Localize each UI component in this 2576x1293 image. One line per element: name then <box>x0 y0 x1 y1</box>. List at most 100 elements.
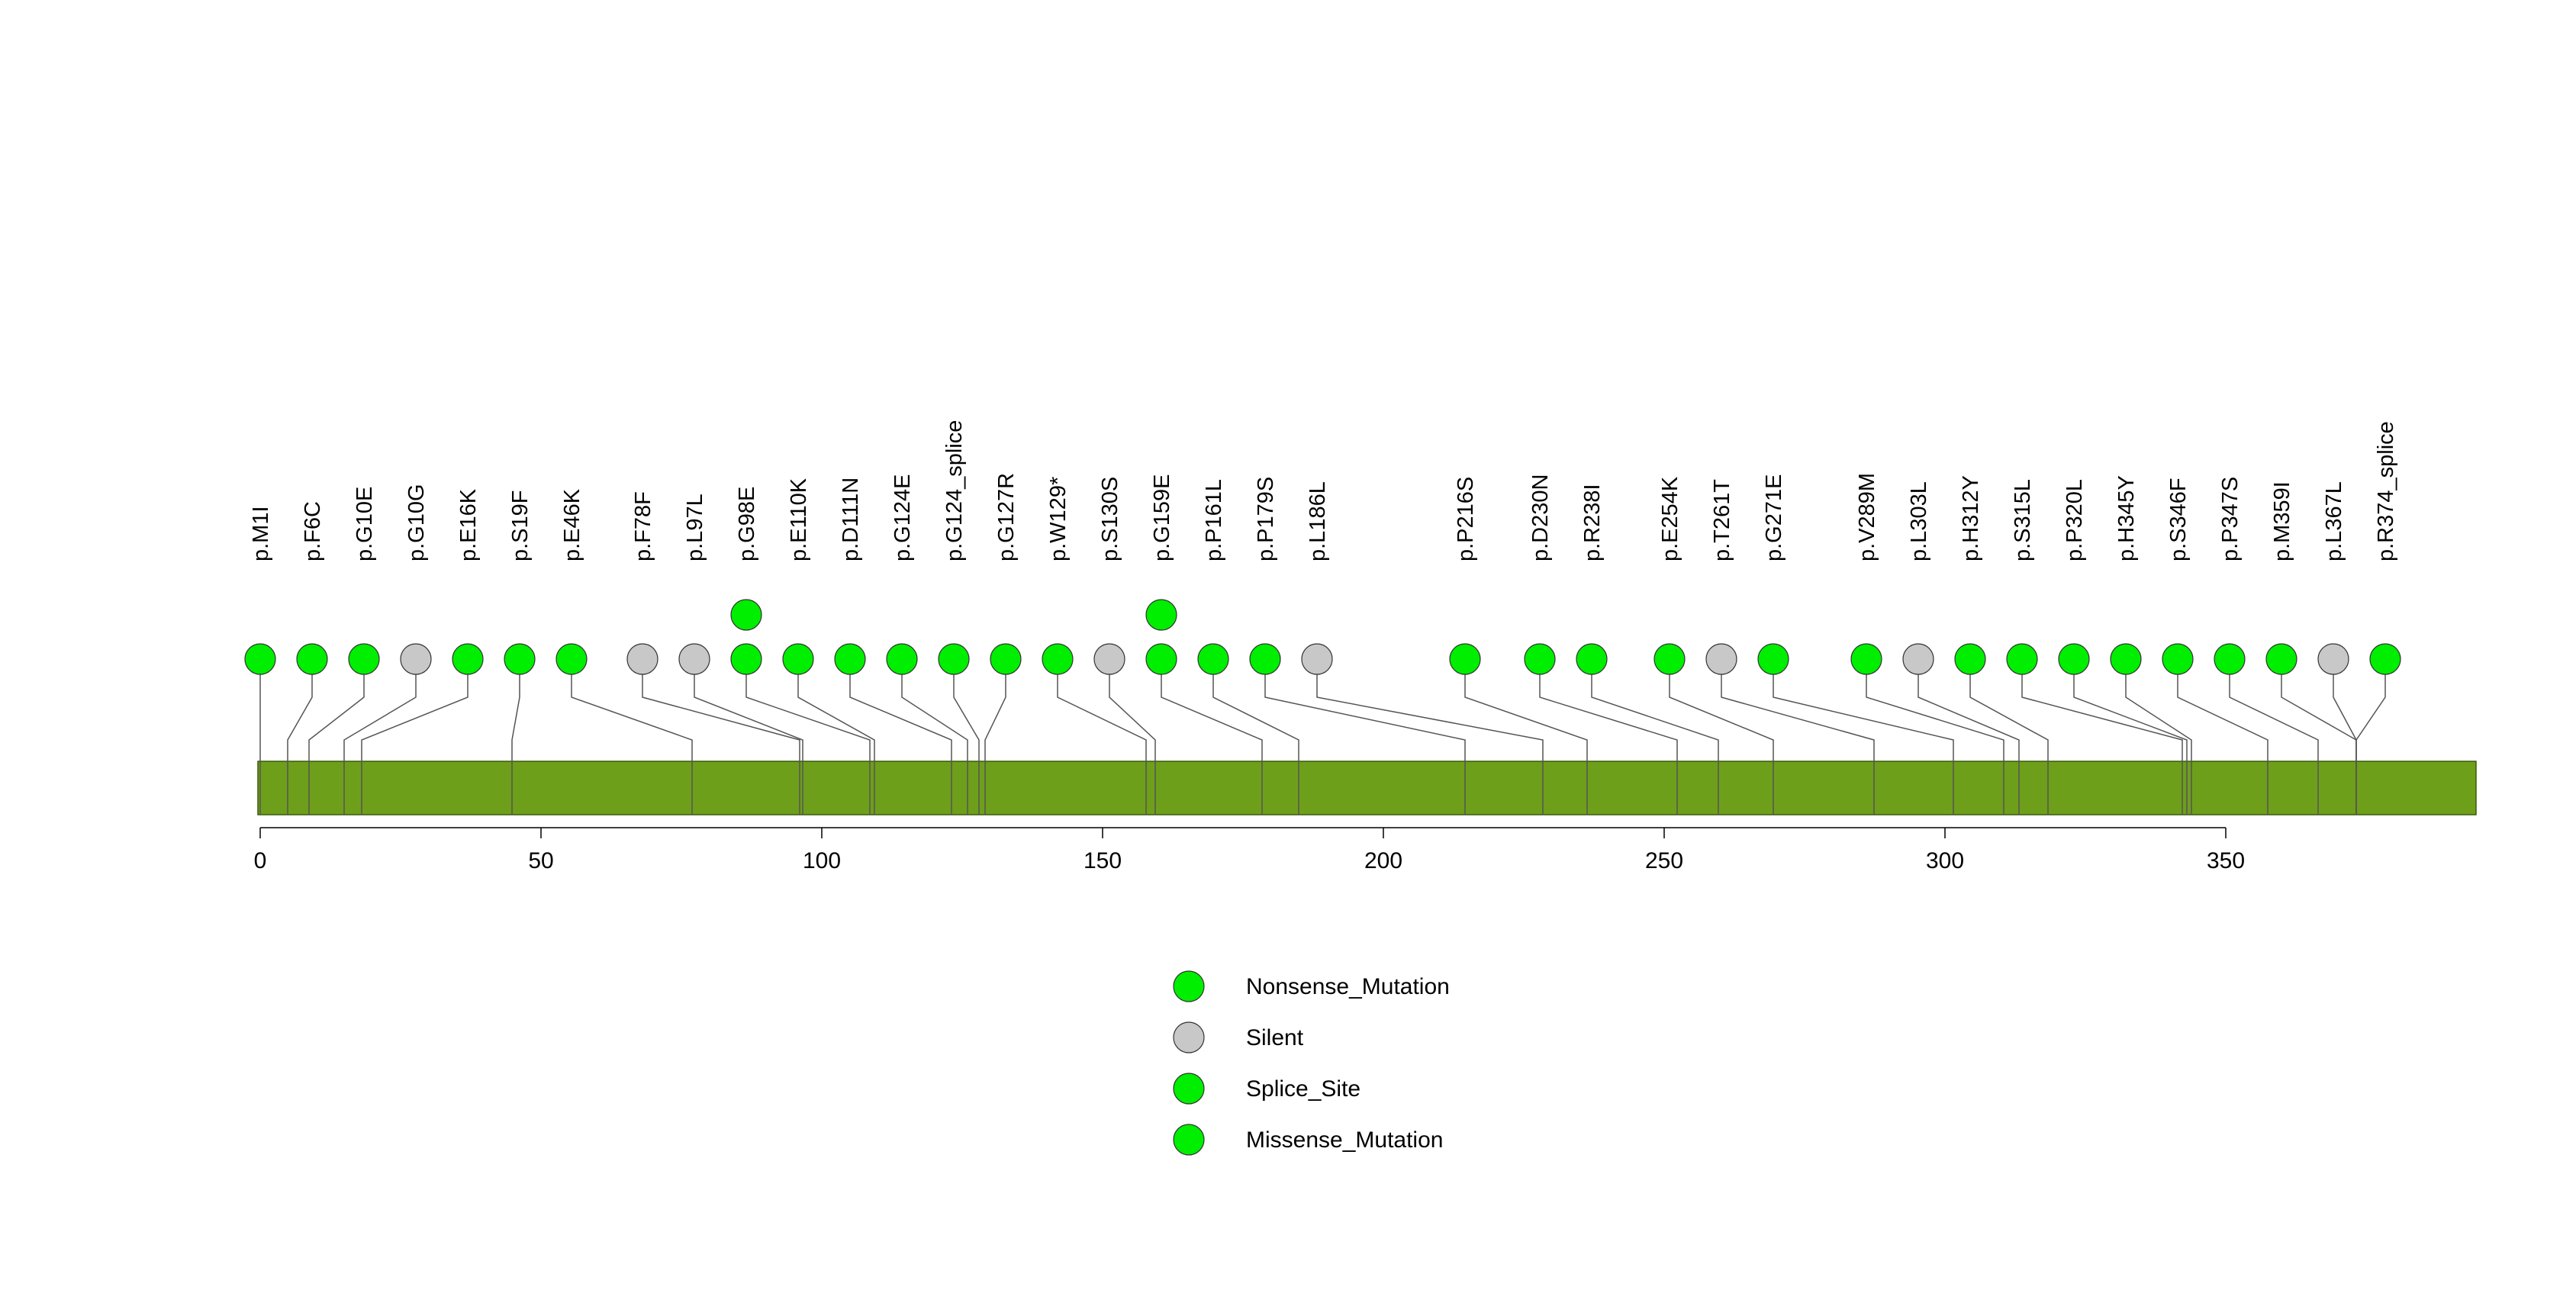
lollipop-p-D111N: p.D111N <box>834 478 952 815</box>
lollipop-stem <box>1464 659 1588 815</box>
x-tick-label: 150 <box>1084 848 1122 873</box>
mutation-circle[interactable] <box>1705 643 1737 675</box>
legend-item-missense-mutation: Missense_Mutation <box>1173 1124 1443 1156</box>
lollipop-p-P320L: p.P320L <box>2058 479 2188 815</box>
lollipop-p-E46K: p.E46K <box>555 488 693 815</box>
legend-swatch <box>1173 1073 1205 1105</box>
mutation-circle[interactable] <box>1197 643 1229 675</box>
lollipop-stem <box>953 659 980 815</box>
mutation-circle[interactable] <box>1249 643 1281 675</box>
lollipop-p-L186L: p.L186L <box>1301 481 1544 815</box>
lollipop-stem <box>571 659 693 815</box>
mutation-circle[interactable] <box>1145 643 1177 675</box>
lollipop-p-L97L: p.L97L <box>678 494 803 815</box>
mutation-circle[interactable] <box>2110 643 2142 675</box>
mutation-circle[interactable] <box>348 643 380 675</box>
mutation-circle[interactable] <box>730 643 762 675</box>
mutation-circle[interactable] <box>1576 643 1608 675</box>
mutation-circle[interactable] <box>2317 643 2349 675</box>
lollipop-p-H345Y: p.H345Y <box>2110 475 2192 815</box>
mutation-circle[interactable] <box>400 643 432 675</box>
mutation-label: p.G124E <box>890 474 915 561</box>
lollipop-stem <box>308 659 365 815</box>
x-tick-label: 200 <box>1364 848 1402 873</box>
protein-domain-bar <box>257 761 2477 815</box>
mutation-circle[interactable] <box>1145 599 1177 631</box>
mutation-circle[interactable] <box>244 643 276 675</box>
legend-swatch <box>1173 1124 1205 1156</box>
mutation-circle[interactable] <box>1301 643 1333 675</box>
lollipop-p-M359I: p.M359I <box>2265 481 2357 815</box>
mutation-label: p.E110K <box>787 478 811 561</box>
mutation-label: p.G271E <box>1762 474 1786 561</box>
lollipop-stem <box>1057 659 1147 815</box>
lollipop-stem <box>361 659 469 815</box>
mutation-circle[interactable] <box>504 643 536 675</box>
lollipop-stem <box>2177 659 2268 815</box>
mutation-circle[interactable] <box>1850 643 1882 675</box>
mutation-circle[interactable] <box>1449 643 1481 675</box>
mutation-circle[interactable] <box>1757 643 1789 675</box>
mutation-circle[interactable] <box>1524 643 1556 675</box>
mutation-label: p.P179S <box>1254 477 1278 561</box>
mutation-label: p.P161L <box>1202 479 1226 561</box>
lollipop-p-S346F: p.S346F <box>2162 478 2268 815</box>
lollipop-stem <box>694 659 803 815</box>
mutation-label: p.M1I <box>249 506 273 561</box>
mutation-circle[interactable] <box>626 643 658 675</box>
mutation-circle[interactable] <box>2162 643 2194 675</box>
lollipop-stem <box>2021 659 2183 815</box>
mutation-label: p.S19F <box>508 491 533 562</box>
mutation-label: p.P347S <box>2218 477 2243 561</box>
lollipop-p-L367L: p.L367L <box>2317 481 2357 815</box>
lollipop-p-G127R: p.G127R <box>984 473 1022 815</box>
mutation-circle[interactable] <box>2006 643 2038 675</box>
mutation-circle[interactable] <box>1653 643 1686 675</box>
lollipop-p-P179S: p.P179S <box>1249 477 1466 815</box>
lollipop-p-F6C: p.F6C <box>287 501 328 815</box>
lollipop-p-P161L: p.P161L <box>1197 479 1299 815</box>
lollipop-p-G124-splice: p.G124_splice <box>938 420 980 815</box>
mutation-label: p.G124_splice <box>942 420 967 561</box>
mutation-circle[interactable] <box>1902 643 1934 675</box>
mutation-circle[interactable] <box>2369 643 2401 675</box>
mutation-circle[interactable] <box>938 643 970 675</box>
mutation-circle[interactable] <box>1042 643 1074 675</box>
mutation-label: p.S346F <box>2166 478 2191 561</box>
mutation-label: p.G159E <box>1150 474 1174 561</box>
legend-label: Silent <box>1246 1025 1304 1050</box>
lollipop-p-S130S: p.S130S <box>1093 477 1156 815</box>
lollipop-p-V289M: p.V289M <box>1850 473 2004 815</box>
lollipop-stem <box>1866 659 2004 815</box>
lollipop-p-F78F: p.F78F <box>626 491 800 815</box>
mutation-circle[interactable] <box>1093 643 1125 675</box>
mutation-circle[interactable] <box>1954 643 1986 675</box>
lollipop-p-W129-: p.W129* <box>1042 477 1147 815</box>
mutation-circle[interactable] <box>834 643 866 675</box>
mutation-label: p.S130S <box>1098 477 1122 561</box>
mutation-circle[interactable] <box>452 643 484 675</box>
mutation-circle[interactable] <box>782 643 814 675</box>
mutation-label: p.L367L <box>2322 481 2346 561</box>
mutation-circle[interactable] <box>2265 643 2297 675</box>
lollipop-stem <box>1264 659 1466 815</box>
mutation-circle[interactable] <box>990 643 1022 675</box>
lollipop-p-E110K: p.E110K <box>782 478 875 815</box>
mutation-label: p.L186L <box>1306 481 1330 561</box>
mutation-circle[interactable] <box>678 643 710 675</box>
mutation-circle[interactable] <box>296 643 328 675</box>
mutation-circle[interactable] <box>730 599 762 631</box>
mutation-circle[interactable] <box>2214 643 2246 675</box>
mutation-circle[interactable] <box>886 643 918 675</box>
mutation-label: p.R374_splice <box>2374 421 2398 561</box>
lollipop-p-L303L: p.L303L <box>1902 481 2020 815</box>
mutation-circle[interactable] <box>2058 643 2090 675</box>
x-tick-label: 0 <box>254 848 267 873</box>
mutation-label: p.D111N <box>839 478 863 561</box>
lollipop-p-H312Y: p.H312Y <box>1954 475 2049 815</box>
mutation-label: p.G98E <box>735 487 759 561</box>
mutation-label: p.S315L <box>2011 479 2035 561</box>
mutation-circle[interactable] <box>555 643 588 675</box>
